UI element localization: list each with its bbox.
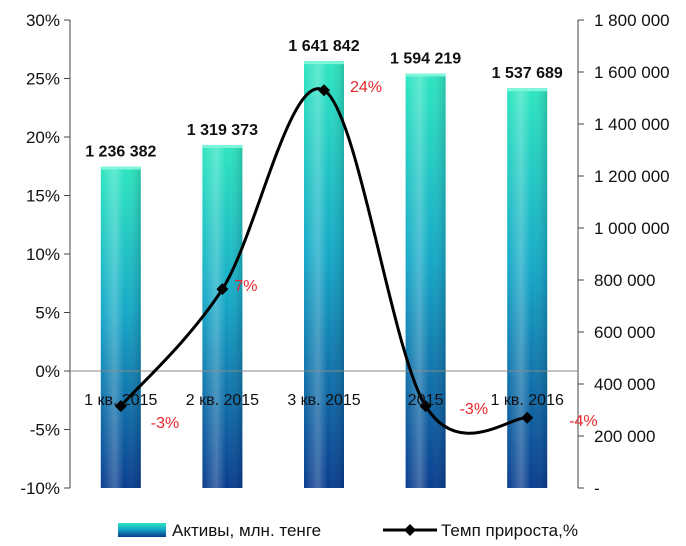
left-tick-label: 25% [26,70,60,89]
right-tick-label: 1 600 000 [594,63,670,82]
bar-value-label: 1 236 382 [85,144,156,161]
category-label: 1 кв. 2015 [84,392,157,409]
growth-value-label: -3% [460,401,488,418]
growth-value-label: -4% [569,413,597,430]
legend-line-label: Темп прироста,% [441,521,578,540]
left-tick-label: 5% [35,304,60,323]
right-tick-label: 600 000 [594,323,655,342]
right-tick-label: 200 000 [594,427,655,446]
bar-shine-2 [202,144,243,488]
left-tick-label: -10% [20,479,60,498]
bar-shine-3 [304,61,344,488]
right-tick-label: 1 000 000 [594,219,670,238]
category-label: 3 кв. 2015 [287,392,360,409]
right-tick-label: 800 000 [594,271,655,290]
right-tick-label: - [594,479,600,498]
right-tick-label: 400 000 [594,375,655,394]
right-tick-label: 1 400 000 [594,115,670,134]
bar-top-3 [304,61,344,65]
legend-bar-swatch [118,523,166,537]
left-tick-label: 0% [35,362,60,381]
labels-group: 1 кв. 2015 2 кв. 2015 3 кв. 2015 2015 1 кв. … [84,38,598,432]
bar-shine-5 [507,88,548,488]
legend-line-marker [404,524,416,536]
left-tick-label: 15% [26,187,60,206]
legend: Активы, млн. тенге Темп прироста,% [118,521,578,540]
bar-shine-4 [405,73,446,489]
category-label: 1 кв. 2016 [491,392,564,409]
growth-value-label: -3% [151,415,179,432]
bars-group [100,61,548,489]
bar-top-2 [202,144,243,148]
bar-value-label: 1 594 219 [390,51,461,68]
right-tick-label: 1 200 000 [594,167,670,186]
bar-top-4 [405,73,446,77]
growth-point-4 [419,400,432,413]
left-tick-label: 20% [26,128,60,147]
growth-point-5 [521,411,534,424]
left-tick-label: 30% [26,11,60,30]
growth-value-label: 24% [350,79,382,96]
bar-value-label: 1 537 689 [492,65,563,82]
left-tick-label: 10% [26,245,60,264]
growth-value-label: 7% [234,278,257,295]
bar-value-label: 1 319 373 [187,122,258,139]
category-label: 2015 [408,392,444,409]
bar-value-label: 1 641 842 [288,38,359,55]
legend-bar-label: Активы, млн. тенге [172,521,321,540]
left-tick-label: -5% [30,421,60,440]
bar-shine-1 [100,166,141,488]
bar-top-5 [507,88,548,92]
category-label: 2 кв. 2015 [186,392,259,409]
growth-point-2 [216,283,229,296]
right-tick-label: 1 800 000 [594,11,670,30]
bar-top-1 [100,166,141,170]
growth-point-1 [114,400,127,413]
growth-point-3 [318,84,330,97]
axes-group: -10% -5% 0% 5% 10% 15% 20% 25% 30% - 200 000 400 00… [20,11,669,498]
growth-line-group [114,84,534,435]
